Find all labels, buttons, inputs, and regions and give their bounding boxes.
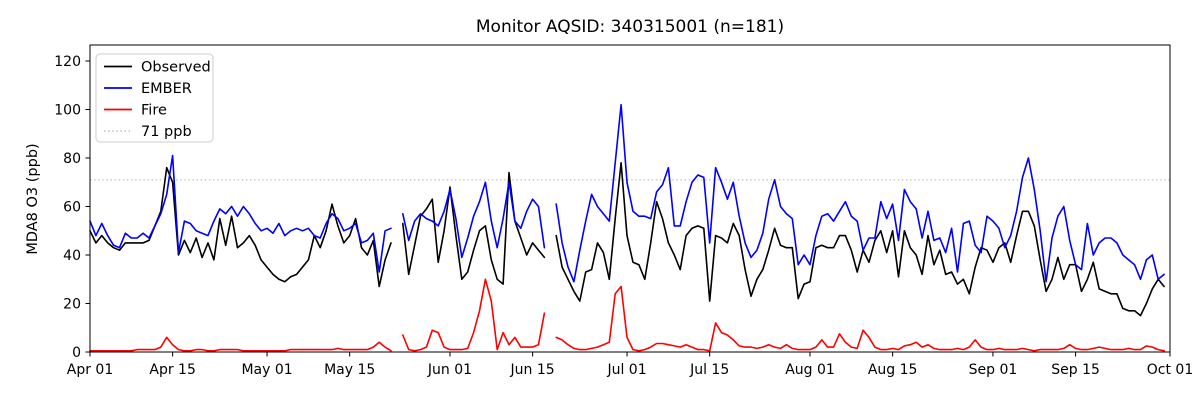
x-tick-label: Apr 01 — [67, 362, 113, 378]
y-tick-label: 60 — [63, 200, 81, 216]
series-lines — [89, 103, 1165, 352]
chart-title: Monitor AQSID: 340315001 (n=181) — [476, 17, 784, 37]
x-tick-label: Jun 01 — [427, 362, 472, 378]
y-axis-ticks: 0 20 40 60 80 100 120 — [54, 54, 90, 361]
x-tick-label: Jul 15 — [689, 362, 729, 378]
y-tick-label: 40 — [63, 248, 81, 264]
legend-label-71-ppb: 71 ppb — [141, 124, 192, 140]
legend-label-ember: EMBER — [141, 81, 192, 97]
x-tick-label: Jun 15 — [510, 362, 555, 378]
legend: Observed EMBER Fire 71 ppb — [95, 53, 214, 143]
x-tick-label: Jul 01 — [606, 362, 646, 378]
x-tick-label: Sep 01 — [969, 362, 1018, 378]
y-axis-label: MDA8 O3 (ppb) — [25, 143, 41, 254]
series-observed — [89, 162, 1165, 317]
x-tick-label: Aug 01 — [785, 362, 835, 378]
x-tick-label: Apr 15 — [149, 362, 195, 378]
y-tick-label: 100 — [54, 103, 81, 119]
y-tick-label: 120 — [54, 54, 81, 70]
x-axis-ticks: Apr 01 Apr 15 May 01 May 15 Jun 01 Jun 15 Jul … — [67, 352, 1193, 378]
legend-label-observed: Observed — [141, 60, 211, 76]
legend-label-fire: Fire — [141, 103, 167, 119]
y-tick-label: 80 — [63, 151, 81, 167]
x-tick-label: Oct 01 — [1147, 362, 1193, 378]
x-tick-label: May 01 — [241, 362, 292, 378]
x-tick-label: May 15 — [324, 362, 375, 378]
axes-spines — [89, 44, 1171, 353]
series-fire — [89, 278, 1165, 352]
x-tick-label: Sep 15 — [1051, 362, 1100, 378]
legend-box — [95, 53, 214, 143]
y-tick-label: 20 — [63, 297, 81, 313]
x-tick-label: Aug 15 — [868, 362, 918, 378]
series-ember — [89, 103, 1165, 283]
plot-border — [89, 44, 1171, 353]
y-tick-label: 0 — [72, 345, 81, 361]
